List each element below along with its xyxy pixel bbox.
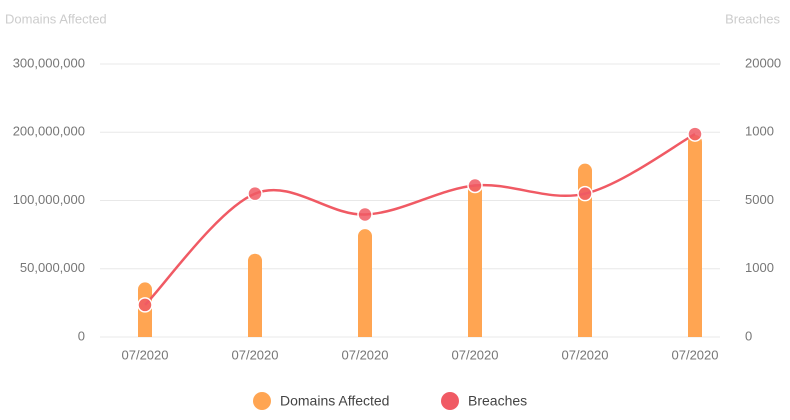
y2-axis-title: Breaches xyxy=(725,11,780,26)
point xyxy=(357,206,373,223)
y2-tick-label: 1000 xyxy=(745,260,774,275)
y-axis-title: Domains Affected xyxy=(5,11,107,26)
point xyxy=(577,185,593,202)
y-tick-label: 50,000,000 xyxy=(20,260,85,275)
bar xyxy=(578,163,592,337)
legend-label: Domains Affected xyxy=(280,393,389,409)
y-tick-label: 0 xyxy=(78,328,85,343)
y2-tick-label: 20000 xyxy=(745,55,781,70)
y-tick-label: 300,000,000 xyxy=(13,55,85,70)
y2-tick-label: 5000 xyxy=(745,192,774,207)
bar xyxy=(248,253,262,337)
point xyxy=(137,297,153,313)
x-tick-label: 07/2020 xyxy=(232,347,279,362)
y-tick-label: 200,000,000 xyxy=(13,124,85,139)
legend-marker[interactable] xyxy=(441,392,459,410)
x-tick-label: 07/2020 xyxy=(562,347,609,362)
y2-tick-label: 1000 xyxy=(745,124,774,139)
y-tick-label: 100,000,000 xyxy=(13,192,85,207)
line xyxy=(144,132,696,306)
x-tick-label: 07/2020 xyxy=(452,347,499,362)
x-tick-label: 07/2020 xyxy=(122,347,169,362)
point xyxy=(687,126,703,142)
legend-label: Breaches xyxy=(468,393,527,409)
point xyxy=(467,177,483,194)
x-tick-label: 07/2020 xyxy=(342,347,389,362)
bar xyxy=(688,134,703,337)
y2-tick-label: 0 xyxy=(745,328,752,343)
legend-marker[interactable] xyxy=(253,392,271,410)
bar xyxy=(358,229,372,337)
x-tick-label: 07/2020 xyxy=(672,347,719,362)
bar xyxy=(468,184,482,337)
point xyxy=(247,185,263,202)
